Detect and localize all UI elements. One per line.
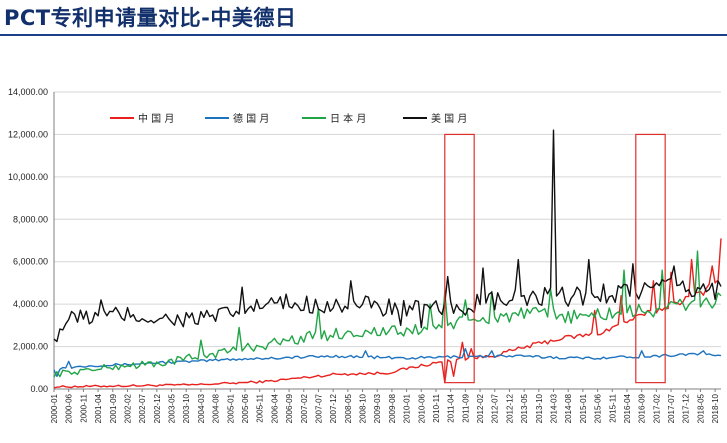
x-tick-label: 2007-12 — [329, 393, 338, 423]
x-tick-label: 2017-07 — [667, 393, 676, 423]
x-tick-label: 2016-09 — [638, 393, 647, 423]
x-tick-label: 2012-07 — [491, 393, 500, 423]
y-tick-label: 6,000.00 — [13, 257, 48, 267]
series-line-1 — [53, 238, 722, 389]
y-tick-label: 4,000.00 — [13, 299, 48, 309]
x-tick-label: 2008-10 — [359, 393, 368, 423]
x-tick-label: 2000-11 — [79, 393, 88, 422]
x-tick-label: 2015-06 — [594, 393, 603, 423]
x-tick-label: 2007-02 — [300, 393, 309, 423]
x-tick-label: 2001-09 — [109, 393, 118, 423]
x-tick-label: 2003-10 — [182, 393, 191, 423]
highlight-boxes — [444, 133, 666, 384]
x-tick-label: 2013-10 — [535, 393, 544, 423]
x-tick-label: 2005-01 — [226, 393, 235, 423]
x-tick-label: 2015-01 — [579, 393, 588, 423]
page-title: PCT专利申请量对比-中美德日 — [4, 6, 297, 30]
x-tick-label: 2005-06 — [241, 393, 250, 423]
y-axis-ticks: 0.00 2,000.00 4,000.00 6,000.00 8,000.00 10,0… — [8, 87, 48, 394]
x-tick-label: 2011-09 — [461, 393, 470, 422]
x-tick-label: 2005-11 — [256, 393, 265, 422]
x-tick-label: 2010-11 — [432, 393, 441, 422]
x-tick-label: 2017-12 — [682, 393, 691, 423]
x-tick-label: 2008-05 — [344, 393, 353, 423]
y-tick-label: 14,000.00 — [8, 87, 48, 97]
x-tick-label: 2017-02 — [652, 393, 661, 423]
x-tick-label: 2011-04 — [447, 393, 456, 422]
y-tick-label: 10,000.00 — [8, 172, 48, 182]
x-tick-label: 2010-06 — [417, 393, 426, 423]
chart-axes — [53, 92, 721, 390]
x-tick-label: 2009-03 — [373, 393, 382, 423]
x-tick-label: 2002-02 — [123, 393, 132, 423]
series-lines — [53, 129, 722, 389]
series-line-2 — [53, 348, 722, 377]
x-tick-label: 2014-08 — [564, 393, 573, 423]
title-underline — [0, 34, 727, 36]
x-tick-label: 2004-03 — [197, 393, 206, 423]
x-tick-label: 2010-01 — [403, 393, 412, 423]
y-tick-label: 0.00 — [30, 384, 48, 394]
highlight-box-1 — [444, 133, 475, 384]
y-tick-label: 2,000.00 — [13, 342, 48, 352]
series-line-4 — [53, 129, 722, 343]
x-tick-label: 2006-09 — [285, 393, 294, 423]
y-gridlines — [54, 91, 721, 348]
x-tick-label: 2000-01 — [50, 393, 59, 423]
x-tick-label: 2012-12 — [505, 393, 514, 423]
x-tick-label: 2014-03 — [550, 393, 559, 423]
y-tick-label: 8,000.00 — [13, 214, 48, 224]
x-tick-label: 2004-08 — [212, 393, 221, 423]
x-tick-label: 2001-04 — [94, 393, 103, 423]
x-tick-label: 2006-04 — [270, 393, 279, 423]
x-tick-label: 2012-02 — [476, 393, 485, 423]
x-tick-label: 2000-06 — [65, 393, 74, 423]
chart-legend: 中 国 月德 国 月日 本 月美 国 月 — [110, 112, 467, 125]
series-line-3 — [53, 250, 722, 378]
x-tick-label: 2015-11 — [608, 393, 617, 422]
x-tick-label: 2018-05 — [696, 393, 705, 423]
x-tick-label: 2002-07 — [138, 393, 147, 423]
legend-label-3: 日 本 月 — [330, 112, 366, 125]
highlight-box-2 — [635, 133, 666, 384]
x-tick-label: 2009-08 — [388, 393, 397, 423]
x-tick-label: 2013-05 — [520, 393, 529, 423]
x-tick-label: 2007-07 — [314, 393, 323, 423]
legend-label-4: 美 国 月 — [431, 112, 467, 125]
legend-label-1: 中 国 月 — [138, 112, 174, 125]
x-axis-ticks: 2000-01 2000-06 2000-11 2001-04 2001-09 2002-… — [50, 389, 720, 423]
x-tick-label: 2003-05 — [168, 393, 177, 423]
x-tick-label: 2016-04 — [623, 393, 632, 423]
x-tick-label: 2002-12 — [153, 393, 162, 423]
y-tick-label: 12,000.00 — [8, 129, 48, 139]
x-tick-label: 2018-10 — [711, 393, 720, 423]
legend-label-2: 德 国 月 — [233, 112, 269, 125]
